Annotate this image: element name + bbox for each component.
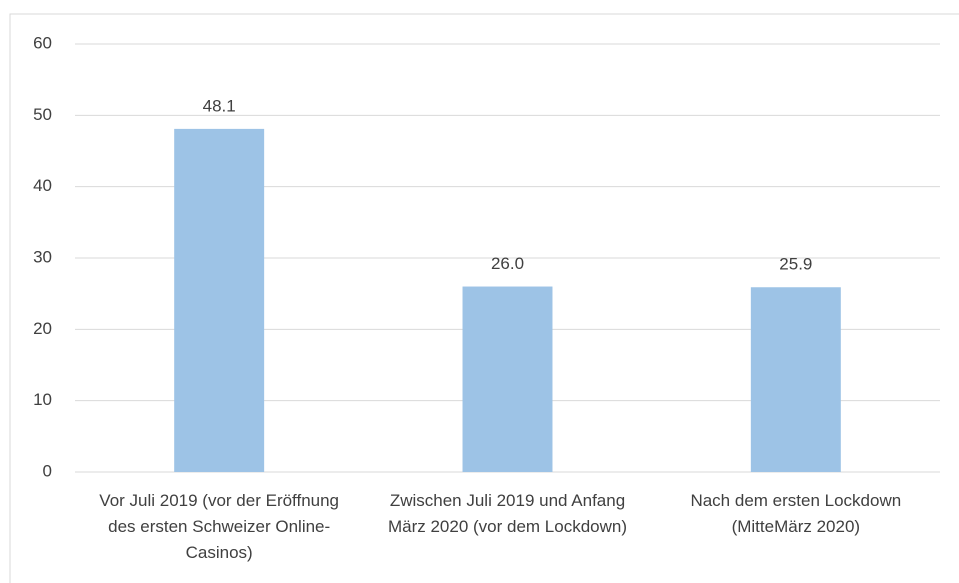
data-label: 25.9 (779, 255, 812, 274)
bar (462, 286, 553, 472)
y-tick-label: 10 (33, 390, 52, 409)
chart-frame (9, 13, 959, 583)
bar (750, 287, 841, 472)
bar (174, 128, 265, 473)
x-tick-label: Nach dem ersten Lockdown (MitteMärz 2020… (690, 491, 902, 536)
data-label: 48.1 (203, 96, 236, 115)
data-label: 26.0 (491, 254, 524, 273)
y-tick-label: 50 (33, 105, 52, 124)
y-tick-label: 30 (33, 247, 52, 266)
y-tick-label: 0 (43, 461, 52, 480)
y-tick-label: 40 (33, 176, 52, 195)
y-tick-label: 20 (33, 319, 52, 338)
x-tick-label: Zwischen Juli 2019 und Anfang März 2020 … (387, 491, 628, 536)
y-tick-label: 60 (33, 33, 52, 52)
x-tick-label: Vor Juli 2019 (vor der Eröffnung des ers… (99, 491, 340, 562)
